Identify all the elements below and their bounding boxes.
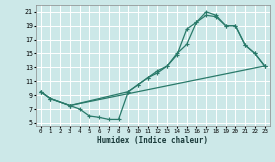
- X-axis label: Humidex (Indice chaleur): Humidex (Indice chaleur): [97, 136, 208, 145]
